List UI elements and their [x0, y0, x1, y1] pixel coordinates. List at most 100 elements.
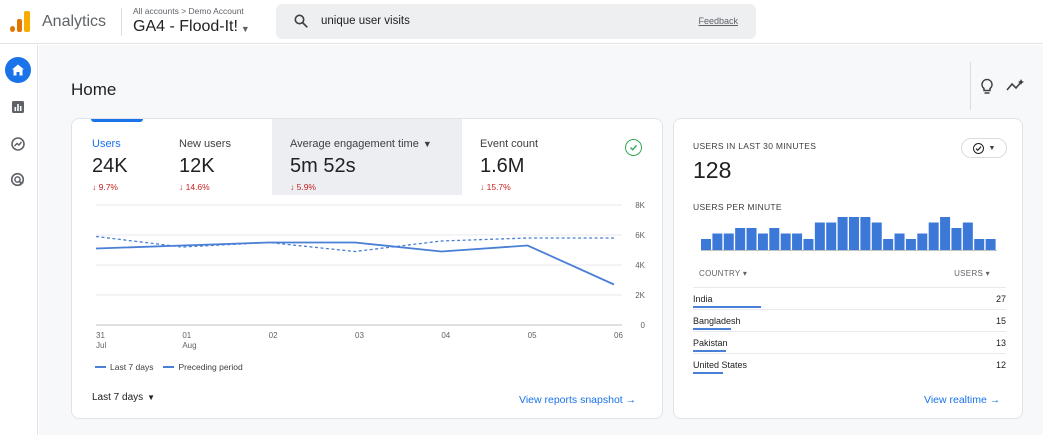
metric-label: Event count	[480, 138, 539, 150]
page-title: Home	[71, 80, 117, 99]
minute-bar	[962, 222, 973, 250]
breadcrumb[interactable]: All accounts > Demo Account	[133, 6, 244, 16]
app-name: Analytics	[42, 13, 107, 30]
chevron-down-icon: ▼	[988, 144, 996, 152]
minute-bar	[826, 222, 837, 250]
realtime-status-dropdown[interactable]: ▼	[961, 138, 1007, 158]
dropdown-arrow-icon: ▼	[422, 139, 432, 149]
y-tick-label: 6K	[635, 231, 645, 240]
header-divider	[121, 8, 122, 36]
y-tick-label: 8K	[635, 201, 645, 210]
dropdown-arrow-icon: ▼	[147, 393, 156, 402]
search-box[interactable]: unique user visits Feedback	[276, 4, 756, 39]
metric-value: 5m 52s	[290, 155, 356, 177]
legend-label: Last 7 days	[110, 362, 154, 372]
series-line-preceding-period	[95, 235, 614, 253]
column-header-users[interactable]: USERS ▾	[954, 269, 990, 278]
advertising-icon	[10, 172, 25, 187]
minute-bar	[803, 239, 814, 250]
table-row: United States 12	[693, 353, 1006, 375]
nav-home[interactable]	[5, 57, 31, 83]
minute-bar	[757, 233, 768, 250]
series-line-last-7-days	[95, 241, 615, 286]
metric-tab-engagement-time[interactable]: Average engagement time ▼ 5m 52s ↓ 5.9%	[272, 119, 462, 195]
minute-bar	[917, 233, 928, 250]
y-tick-label: 2K	[635, 291, 645, 300]
minute-bar	[837, 217, 848, 250]
table-row: Bangladesh 15	[693, 309, 1006, 331]
table-row: India 27	[693, 287, 1006, 309]
date-range-selector[interactable]: Last 7 days ▼	[92, 392, 155, 403]
country-users: 27	[995, 294, 1006, 304]
x-tick-label: 04	[441, 331, 450, 340]
minute-bar	[814, 222, 825, 250]
legend-swatch-dashed	[163, 366, 175, 368]
search-input[interactable]: unique user visits	[321, 15, 410, 27]
feedback-link[interactable]: Feedback	[698, 16, 738, 26]
overview-card: Users 24K ↓ 9.7% New users 12K ↓ 14.6% A…	[71, 118, 663, 419]
minute-bar	[849, 217, 859, 250]
minute-bar	[701, 239, 711, 250]
x-tick-label: 31	[96, 331, 105, 340]
title-divider	[970, 62, 971, 110]
realtime-title: USERS IN LAST 30 MINUTES	[693, 141, 817, 151]
chart-legend: Last 7 days Preceding period	[95, 362, 243, 372]
legend-label: Preceding period	[178, 362, 243, 372]
metric-label[interactable]: Average engagement time ▼	[290, 138, 432, 150]
users-per-minute-chart	[701, 217, 997, 251]
metric-label: New users	[179, 138, 231, 150]
nav-reports[interactable]	[5, 94, 31, 120]
column-header-country[interactable]: COUNTRY ▾	[699, 269, 748, 278]
metric-value: 1.6M	[480, 155, 525, 177]
check-circle-icon	[972, 142, 984, 154]
insights-icon[interactable]	[1006, 78, 1026, 94]
x-tick-month: Aug	[182, 341, 196, 350]
metric-tab-new-users[interactable]: New users 12K ↓ 14.6%	[162, 119, 272, 195]
metric-tab-users[interactable]: Users 24K ↓ 9.7%	[72, 119, 162, 195]
x-tick-label: 01	[182, 331, 191, 340]
share-bar	[693, 372, 723, 374]
country-name: Bangladesh	[693, 316, 741, 326]
metric-tab-event-count[interactable]: Event count 1.6M ↓ 15.7%	[462, 119, 612, 195]
y-tick-label: 4K	[635, 261, 645, 270]
analytics-logo-icon[interactable]	[10, 10, 30, 32]
nav-advertising[interactable]	[5, 167, 31, 193]
left-nav-rail	[0, 45, 38, 435]
metric-value: 12K	[179, 155, 215, 177]
search-icon	[294, 14, 308, 28]
share-bar	[693, 328, 732, 330]
country-users: 12	[995, 360, 1006, 370]
minute-bar	[928, 222, 939, 250]
property-selector[interactable]: GA4 - Flood-It! ▼	[133, 18, 250, 36]
country-name: United States	[693, 360, 748, 370]
minute-bar	[985, 239, 996, 250]
minute-bar	[712, 233, 723, 250]
table-row: Pakistan 13	[693, 331, 1006, 353]
view-reports-snapshot-link[interactable]: View reports snapshot →	[519, 394, 637, 406]
lightbulb-icon[interactable]	[980, 78, 994, 96]
metric-delta: ↓ 15.7%	[480, 182, 511, 192]
x-tick-label: 06	[614, 331, 623, 340]
explore-icon	[11, 137, 25, 151]
property-name: GA4 - Flood-It!	[133, 18, 238, 35]
check-circle-icon[interactable]	[625, 139, 642, 156]
minute-bar	[940, 217, 951, 250]
minute-bar	[883, 239, 894, 250]
chevron-down-icon: ▼	[240, 23, 250, 34]
share-bar	[693, 350, 726, 352]
home-icon	[12, 64, 24, 76]
minute-bar	[792, 233, 803, 250]
country-name: India	[693, 294, 713, 304]
minute-bar	[871, 222, 882, 250]
realtime-value: 128	[693, 157, 732, 183]
metric-delta: ↓ 5.9%	[290, 182, 316, 192]
metric-delta: ↓ 14.6%	[179, 182, 210, 192]
y-tick-label: 0	[641, 321, 646, 330]
nav-explore[interactable]	[5, 131, 31, 157]
share-bar	[693, 306, 761, 308]
minute-bar	[860, 217, 871, 250]
active-tab-indicator	[91, 119, 143, 122]
view-realtime-link[interactable]: View realtime →	[924, 394, 1001, 406]
date-range-label: Last 7 days	[92, 392, 144, 403]
